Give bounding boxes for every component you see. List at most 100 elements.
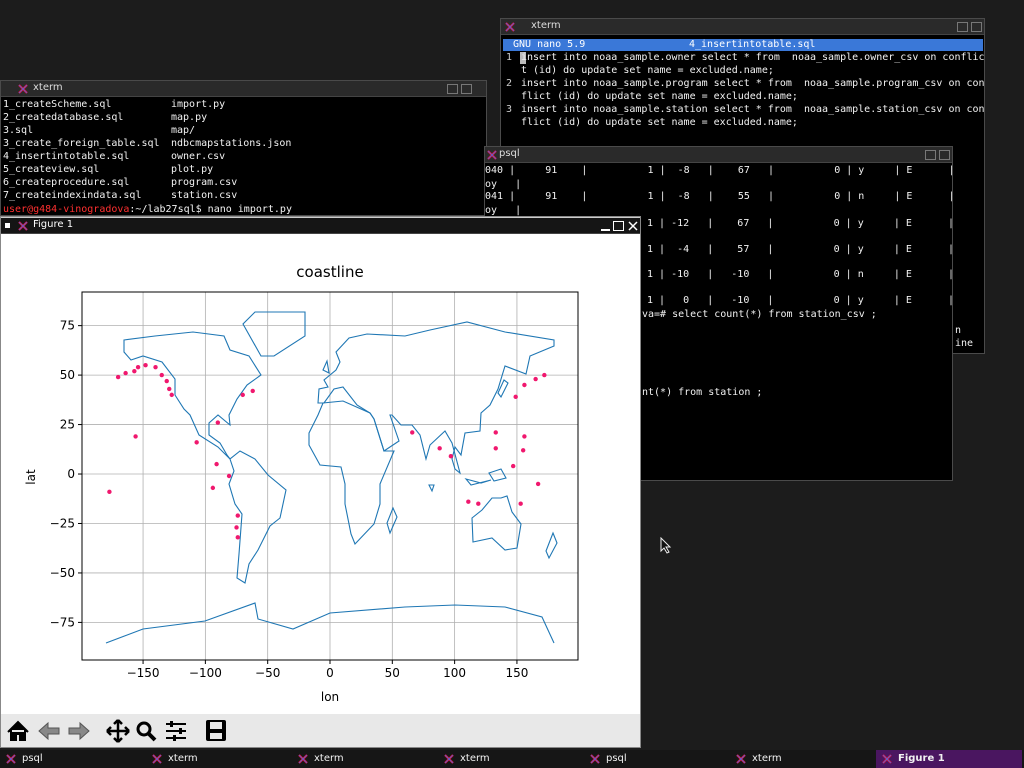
file-name: import.py — [171, 99, 226, 110]
taskbar-item[interactable]: xterm — [730, 750, 876, 768]
toolbar — [1, 714, 640, 747]
output-line: oy | — [485, 205, 522, 216]
output-line: 1 | -10 | -10 | 0 | n | E | — [647, 269, 953, 280]
x-tick-label: 150 — [505, 666, 528, 680]
nano-file: 4_insertintotable.sql — [689, 39, 816, 50]
station-point — [132, 368, 137, 374]
close-button[interactable] — [939, 150, 950, 160]
file-name: 6_createprocedure.sql — [3, 177, 130, 188]
taskbar-item[interactable]: psql — [584, 750, 730, 768]
save-button[interactable] — [206, 720, 226, 741]
station-point — [123, 370, 128, 376]
station-point — [535, 481, 541, 487]
text-cursor — [520, 52, 526, 64]
station-point — [522, 434, 527, 439]
pan-button[interactable] — [106, 719, 130, 743]
y-tick-label: −75 — [50, 615, 75, 629]
minimize-button[interactable] — [601, 229, 610, 231]
y-tick-label: 0 — [67, 467, 75, 481]
file-name: 3.sql — [3, 125, 34, 136]
station-point — [235, 513, 240, 518]
station-point — [133, 434, 138, 439]
taskbar-label: xterm — [752, 753, 782, 764]
maximize-button[interactable] — [447, 84, 458, 94]
taskbar-item[interactable]: xterm — [146, 750, 292, 768]
taskbar-item[interactable]: xterm — [438, 750, 584, 768]
code-line: flict (id) do update set name = excluded… — [521, 117, 798, 128]
y-tick-label: 50 — [60, 368, 75, 382]
close-button[interactable] — [628, 221, 638, 231]
station-point — [518, 501, 523, 506]
station-point — [533, 376, 538, 382]
x-tick-label: 100 — [443, 666, 466, 680]
file-name: station.csv — [171, 190, 238, 201]
station-point — [210, 485, 216, 491]
file-name: 4_insertintotable.sql — [3, 151, 130, 162]
taskbar-item[interactable]: xterm — [292, 750, 438, 768]
output-line: 041 | 91 | 1 | -8 | 55 | 0 | n | E | — [485, 191, 953, 202]
file-name: plot.py — [171, 164, 214, 175]
file-name: map.py — [171, 112, 208, 123]
x-axis-label: lon — [321, 690, 339, 704]
back-button[interactable] — [38, 721, 60, 741]
station-point — [493, 446, 498, 451]
maximize-button[interactable] — [613, 221, 624, 231]
station-point — [164, 378, 169, 384]
prompt-user: user@g484-vinogradova — [3, 204, 130, 215]
app-icon — [152, 754, 162, 764]
y-tick-label: 75 — [60, 319, 75, 333]
taskbar-item[interactable]: Figure 1 — [876, 750, 1022, 768]
window-title: Figure 1 — [33, 219, 74, 230]
taskbar-label: psql — [606, 753, 627, 764]
home-button[interactable] — [7, 720, 29, 741]
code-line: insert into noaa_sample.program select *… — [521, 78, 985, 89]
file-name: 5_createview.sql — [3, 164, 100, 175]
taskbar-label: xterm — [314, 753, 344, 764]
app-icon — [6, 754, 16, 764]
title-bar: xterm — [501, 19, 984, 35]
app-icon — [487, 150, 497, 160]
taskbar-label: xterm — [168, 753, 198, 764]
xterm-window: xterm 1_createScheme.sql import.py 2_creat… — [0, 80, 487, 216]
output-line: 1 | 0 | -10 | 0 | y | E | — [647, 295, 953, 306]
close-button[interactable] — [461, 84, 472, 94]
maximize-button[interactable] — [925, 150, 936, 160]
station-point — [542, 372, 547, 378]
forward-button[interactable] — [68, 721, 90, 741]
zoom-button[interactable] — [136, 721, 157, 742]
window-title: psql — [499, 148, 520, 159]
configure-button[interactable] — [166, 721, 186, 741]
station-point — [234, 525, 239, 530]
output-line: 040 | 91 | 1 | -8 | 67 | 0 | y | E | — [485, 165, 953, 176]
station-point — [159, 372, 164, 378]
file-name: 2_createdatabase.sql — [3, 112, 124, 123]
grid — [82, 292, 578, 660]
mouse-cursor — [660, 537, 672, 554]
window-title: xterm — [531, 20, 561, 31]
code-line: insert into noaa_sample.owner select * f… — [521, 52, 985, 63]
station-point — [153, 364, 158, 370]
window-menu[interactable] — [5, 223, 10, 228]
station-point — [476, 501, 481, 506]
close-button[interactable] — [971, 22, 982, 32]
taskbar-item[interactable]: psql — [0, 750, 146, 768]
code-line: insert into noaa_sample.station select *… — [521, 104, 985, 115]
station-point — [143, 363, 148, 368]
station-point — [235, 535, 240, 540]
output-line: oy | — [485, 179, 522, 190]
app-icon — [505, 22, 515, 32]
app-icon — [444, 754, 454, 764]
taskbar-label: xterm — [460, 753, 490, 764]
help-fragment: n — [955, 325, 962, 336]
maximize-button[interactable] — [957, 22, 968, 32]
y-tick-label: −25 — [50, 516, 75, 530]
station-point — [115, 374, 121, 380]
code-line: flict (id) do update set name = excluded… — [521, 91, 798, 102]
y-axis-label: lat — [24, 469, 38, 485]
file-name: ndbcmapstations.json — [171, 138, 292, 149]
output-line: nt(*) from station ; — [642, 387, 763, 398]
app-icon — [590, 754, 600, 764]
file-name: 1_createScheme.sql — [3, 99, 112, 110]
help-fragment: ine — [955, 338, 974, 349]
